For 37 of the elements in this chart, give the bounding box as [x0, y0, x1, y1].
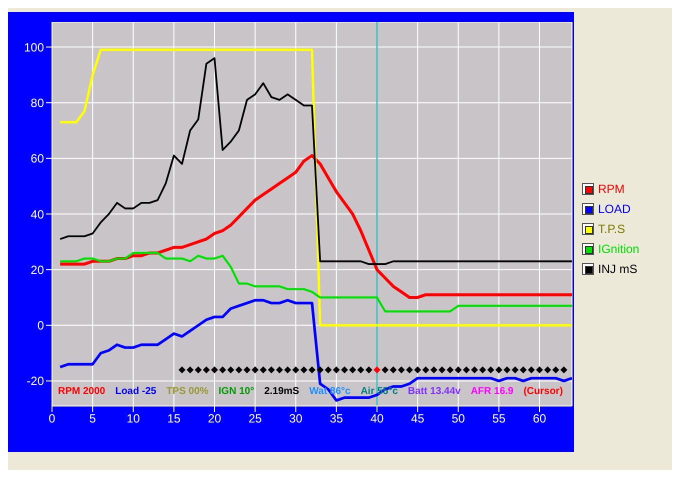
x-tick-label: 40 [370, 412, 384, 426]
annotation: Batt 13.44v [408, 386, 461, 397]
line-series [58, 154, 572, 299]
y-tick-label: 60 [30, 152, 44, 166]
y-tick-label: -20 [26, 374, 44, 388]
legend-label: IGnition [598, 242, 640, 256]
y-tick-label: 100 [24, 40, 44, 54]
legend-label: LOAD [598, 202, 631, 216]
legend-label: RPM [598, 182, 625, 196]
annotation: AFR 16.9 [470, 386, 514, 397]
x-tick-label: 35 [330, 412, 344, 426]
x-tick-label: 20 [208, 412, 222, 426]
x-tick-label: 55 [492, 412, 506, 426]
line-series [58, 48, 572, 327]
line-series [59, 57, 572, 265]
y-tick-label: 40 [30, 207, 44, 222]
x-tick-label: 15 [167, 412, 181, 426]
x-tick-label: 30 [289, 412, 303, 426]
annotation: (Cursor) [523, 386, 563, 397]
x-tick-label: 50 [452, 412, 466, 426]
x-tick-label: 60 [532, 412, 546, 426]
x-tick-label: 10 [126, 412, 140, 426]
y-tick-label: 20 [30, 262, 44, 277]
annotation: Load -25 [115, 386, 156, 397]
y-tick-label: 0 [37, 318, 44, 333]
y-tick-label: 80 [30, 96, 44, 110]
x-tick-label: 5 [89, 412, 96, 426]
legend-label: T.P.S [598, 222, 626, 236]
x-tick-label: 0 [48, 412, 56, 426]
x-tick-label: 45 [410, 412, 425, 426]
annotation: IGN 10° [218, 386, 254, 397]
annotation: TPS 00% [166, 386, 209, 397]
x-tick-label: 25 [248, 412, 262, 426]
line-series [59, 252, 572, 312]
annotation: 2.19mS [264, 386, 300, 397]
annotation: RPM 2000 [58, 386, 106, 397]
legend-label: INJ mS [598, 262, 638, 276]
